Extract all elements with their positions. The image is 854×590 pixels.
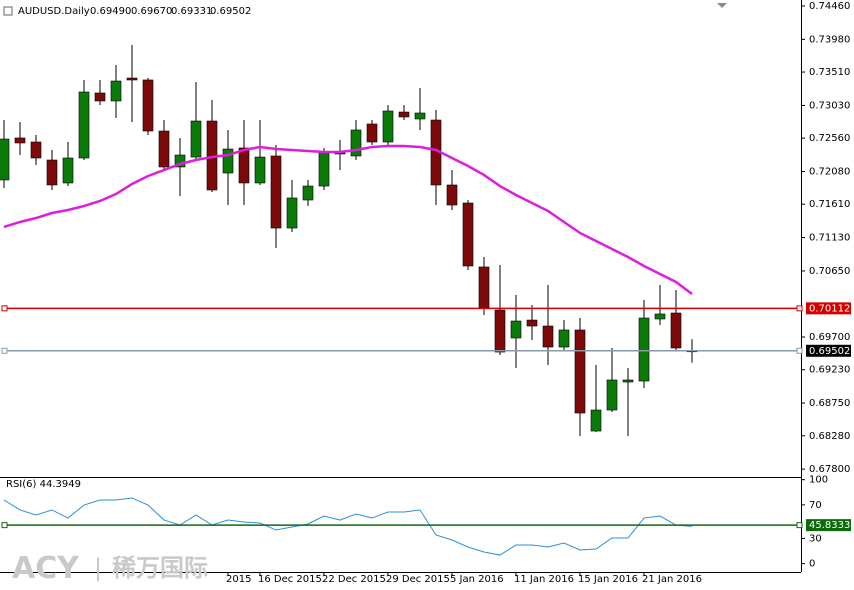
level-handle <box>796 347 803 354</box>
candle-body <box>558 329 570 348</box>
candle-body <box>446 184 458 206</box>
price-tag <box>806 344 851 357</box>
y-tick-label: 0.72080 <box>809 166 850 177</box>
candle-body <box>94 92 106 102</box>
candle-body <box>190 120 202 158</box>
y-tick-label: 0 <box>809 559 815 570</box>
candle-body <box>0 138 10 181</box>
candle-body <box>62 157 74 184</box>
candle-body <box>622 379 634 383</box>
y-tick-label: 0.71610 <box>809 199 850 210</box>
symbol-icon <box>3 6 13 16</box>
y-tick-label: 100 <box>809 475 828 486</box>
x-tick-label: 29 Dec 2015 <box>386 574 450 585</box>
x-tick-label: 22 Dec 2015 <box>322 574 386 585</box>
candle-body <box>414 112 426 120</box>
price-tag <box>806 302 851 315</box>
y-tick-label: 0.73510 <box>809 67 850 78</box>
candle-body <box>110 80 122 102</box>
level-handle <box>1 347 8 354</box>
y-tick-label: 70 <box>809 500 822 511</box>
candle-body <box>350 129 362 157</box>
ohlc-label: 0.69331 <box>171 6 212 17</box>
candle-body <box>606 379 618 411</box>
y-tick-label: 0.68280 <box>809 431 850 442</box>
candle-body <box>542 325 554 348</box>
moving-average <box>3 144 693 296</box>
candle-body <box>670 312 682 349</box>
candle-body <box>30 141 42 159</box>
level-handle <box>796 522 803 529</box>
x-tick-label: 16 Dec 2015 <box>258 574 322 585</box>
ohlc-label: 0.69670 <box>131 6 172 17</box>
candle-body <box>366 123 378 143</box>
candle-body <box>302 185 314 201</box>
candle-body <box>526 319 538 327</box>
price-tag-label: 45.8333 <box>809 520 850 531</box>
candle-body <box>222 148 234 174</box>
y-tick-label: 0.69700 <box>809 332 850 343</box>
candle-body <box>638 317 650 382</box>
candle-body <box>126 77 138 81</box>
candle-body <box>462 202 474 267</box>
x-tick-label: 5 Jan 2016 <box>450 574 504 585</box>
candle-body <box>654 313 666 320</box>
price-tag <box>806 519 851 532</box>
y-tick-label: 0.69230 <box>809 365 850 376</box>
level-handle <box>1 522 8 529</box>
x-tick-label: 15 Jan 2016 <box>578 574 638 585</box>
candle-body <box>158 130 170 168</box>
candle-body <box>382 110 394 143</box>
candle-body <box>78 91 90 159</box>
candle-body <box>270 155 282 229</box>
candle-body <box>574 329 586 414</box>
watermark: ACY <box>12 551 80 586</box>
ohlc-label: 0.69490 <box>90 6 131 17</box>
price-tag-label: 0.70112 <box>809 303 850 314</box>
chart-shift-marker <box>717 3 727 8</box>
indicator-title: RSI(6) 44.3949 <box>6 479 81 490</box>
y-tick-label: 0.72560 <box>809 133 850 144</box>
x-tick-label: 2015 <box>226 574 251 585</box>
level-handle <box>1 305 8 312</box>
candle-body <box>478 266 490 309</box>
y-tick-label: 0.71130 <box>809 233 850 244</box>
candle-body <box>238 147 250 184</box>
candle-body <box>174 154 186 168</box>
candle-body <box>510 320 522 339</box>
candle-body <box>318 151 330 187</box>
ohlc-label: 0.69502 <box>210 6 251 17</box>
y-tick-label: 0.68750 <box>809 398 850 409</box>
y-tick-label: 0.73030 <box>809 100 850 111</box>
candle-body <box>14 137 26 144</box>
y-tick-label: 0.74460 <box>809 1 850 12</box>
candle-body <box>590 409 602 432</box>
candle-body <box>142 79 154 132</box>
y-tick-label: 30 <box>809 533 822 544</box>
candle-body <box>398 111 410 118</box>
candle-body <box>254 156 266 184</box>
x-tick-label: 21 Jan 2016 <box>642 574 702 585</box>
candle-body <box>46 159 58 186</box>
x-tick-label: 11 Jan 2016 <box>514 574 574 585</box>
y-tick-label: 0.73980 <box>809 34 850 45</box>
watermark: | <box>94 554 102 582</box>
chart-title: AUDUSD.Daily <box>18 6 90 17</box>
rsi-line <box>3 497 693 556</box>
price-tag-label: 0.69502 <box>809 346 850 357</box>
candle-body <box>494 309 506 353</box>
y-tick-label: 0.70650 <box>809 266 850 277</box>
level-handle <box>796 305 803 312</box>
watermark: 稀万国际 <box>112 554 208 582</box>
y-tick-label: 0.67800 <box>809 464 850 475</box>
candle-body <box>286 197 298 229</box>
